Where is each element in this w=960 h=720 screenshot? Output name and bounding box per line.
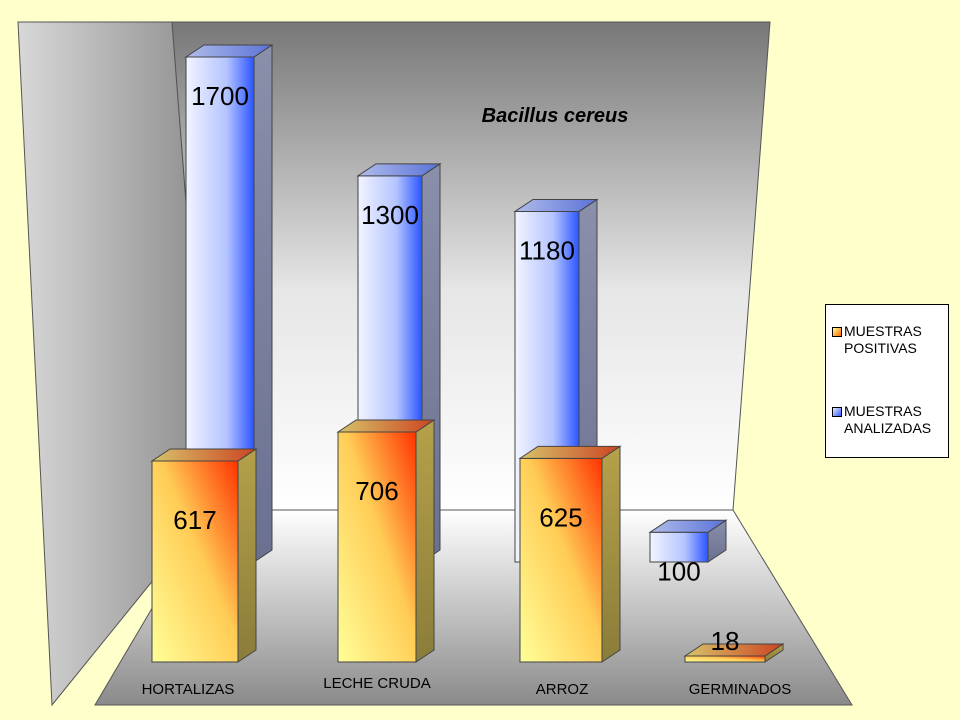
bar-positivas-0-value-label: 617 — [173, 505, 216, 535]
bar-analizadas-2-top — [513, 198, 599, 212]
bar-analizadas-0-side — [253, 44, 273, 563]
bar-positivas-0-front — [151, 460, 239, 663]
bar-positivas-2-value-label: 625 — [539, 502, 582, 532]
category-labels: HORTALIZAS LECHE CRUDA ARROZ GERMINADOS — [142, 675, 792, 698]
bar-analizadas-2-value-label: 1180 — [519, 235, 575, 265]
bar-positivas-0: 617 — [150, 448, 258, 663]
category-label-1: LECHE CRUDA — [323, 675, 431, 692]
legend-swatch-analizadas — [832, 407, 842, 417]
bar-positivas-0-top — [150, 448, 258, 462]
legend-label-analizadas: MUESTRAS ANALIZADAS — [844, 403, 932, 436]
chart-title: Bacillus cereus — [482, 105, 629, 127]
bar-analizadas-0-value-label: 1700 — [191, 81, 249, 111]
bar-positivas-1-value-label: 706 — [355, 476, 398, 506]
category-label-2: ARROZ — [536, 681, 589, 698]
bar-analizadas-3: 100 — [648, 519, 728, 586]
bar-positivas-2: 625 — [518, 445, 622, 663]
bar-positivas-3-top — [683, 643, 785, 657]
bar-positivas-3-value-label: 18 — [711, 626, 740, 656]
bar-positivas-3: 18 — [683, 626, 785, 663]
bar-analizadas-0-top — [184, 44, 274, 58]
series-positivas: 617 706 625 18 — [150, 419, 785, 663]
bar-positivas-1-top — [336, 419, 436, 433]
legend: MUESTRAS POSITIVAS MUESTRAS ANALIZADAS — [825, 304, 949, 458]
bar-analizadas-1-value-label: 1300 — [361, 200, 419, 230]
bar-positivas-1: 706 — [336, 419, 436, 663]
bar-positivas-1-front — [337, 431, 417, 663]
bar-positivas-3-front — [684, 655, 766, 663]
bar-positivas-2-side — [601, 445, 621, 663]
bar-positivas-1-side — [415, 419, 435, 663]
bar-positivas-2-front — [519, 457, 603, 663]
category-label-0: HORTALIZAS — [142, 681, 235, 698]
legend-swatch-positivas — [832, 327, 842, 337]
bar-positivas-0-side — [237, 448, 257, 663]
bar-analizadas-3-front — [649, 531, 709, 563]
bar-analizadas-3-value-label: 100 — [657, 556, 700, 586]
bar-analizadas-1-top — [356, 163, 442, 177]
bar-analizadas-3-top — [648, 519, 728, 533]
legend-label-positivas: MUESTRAS POSITIVAS — [844, 323, 922, 356]
category-label-3: GERMINADOS — [689, 681, 792, 698]
bar-positivas-2-top — [518, 445, 622, 459]
